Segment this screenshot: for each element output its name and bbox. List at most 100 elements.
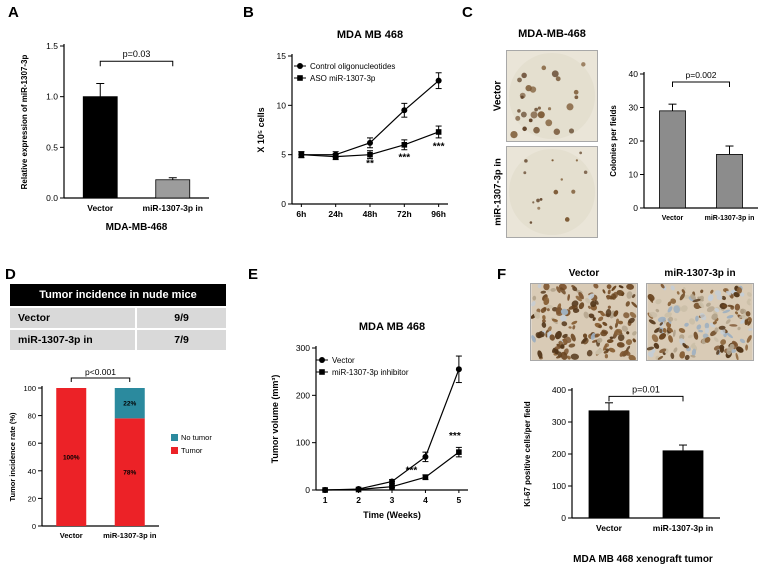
stacked-segment: [56, 388, 87, 526]
cell-blob: [608, 347, 616, 353]
cell-blob: [727, 304, 734, 308]
cell-blob: [600, 311, 606, 317]
cell-blob: [726, 332, 733, 339]
x-tick-label: Vector: [662, 215, 684, 222]
x-tick-label: miR-1307-3p in: [653, 523, 713, 533]
cell-blob: [655, 308, 660, 313]
y-axis-label: Relative expression of miR-1307-3p: [20, 55, 29, 190]
cell-blob: [604, 343, 610, 348]
cell-blob: [653, 327, 661, 333]
y-axis-label: Tumor incidence rate (%): [8, 412, 17, 502]
x-tick-label: 5: [457, 495, 462, 505]
colony-dot: [541, 65, 547, 71]
square-marker: [332, 153, 339, 160]
cell-blob: [655, 298, 662, 305]
x-axis-label: MDA-MB-468: [106, 222, 168, 233]
legend-swatch: [171, 447, 178, 454]
y-tick-label: 100: [23, 384, 36, 393]
y-tick-label: 400: [552, 385, 566, 395]
y-tick-label: 40: [28, 467, 36, 476]
cell-blob: [721, 295, 727, 301]
cell-blob: [670, 298, 677, 304]
legend-swatch: [171, 434, 178, 441]
cell-blob: [609, 336, 614, 340]
cell-blob: [745, 344, 748, 351]
circle-marker: [389, 478, 395, 485]
legend-label: Control oligonucleotides: [310, 62, 395, 71]
cell-blob: [657, 316, 666, 323]
panel-a-bar-chart: 0.0 0.5 1.0 1.5 Relative expression of miR-1…: [20, 41, 209, 233]
colony-dot: [553, 128, 561, 135]
y-axis-label: X 10⁵ cells: [256, 107, 266, 152]
panel-b-line-chart: 0 5 10 15 X 10⁵ cells MDA MB 468 6h 24h 48h 72h 96…: [256, 29, 448, 219]
cell-blob: [648, 319, 656, 325]
x-tick-label: 4: [423, 495, 428, 505]
cell-blob: [621, 325, 628, 332]
colony-dot: [523, 171, 527, 175]
colony-dot: [536, 198, 540, 203]
cell-blob: [670, 352, 675, 359]
cell-blob: [649, 297, 654, 303]
bar: [588, 410, 630, 519]
cell-blob: [546, 308, 550, 312]
table-cell-value: 7/9: [137, 330, 226, 350]
table-cell-label: Vector: [10, 308, 136, 328]
cell-blob: [582, 333, 588, 339]
cell-blob: [601, 329, 609, 335]
cell-blob: [555, 307, 563, 315]
cell-blob: [690, 354, 696, 358]
cell-blob: [619, 351, 625, 357]
significance-bracket: [672, 81, 730, 88]
panel-d-stacked-bar-chart: 0 20 40 60 80 100 Tumor incidence rate (%) 100%…: [8, 367, 212, 540]
cell-blob: [734, 303, 741, 311]
cell-blob: [626, 284, 635, 290]
cell-blob: [647, 346, 655, 351]
colony-dot: [555, 76, 561, 82]
cell-blob: [594, 334, 599, 338]
cell-blob: [591, 339, 598, 343]
cell-blob: [605, 308, 612, 318]
y-axis-label: Colonies per fields: [609, 105, 618, 177]
colony-dot: [520, 95, 524, 99]
cell-blob: [687, 334, 693, 339]
cell-blob: [696, 324, 702, 330]
y-axis-label: Tumor volume (mm³): [270, 375, 280, 464]
cell-blob: [623, 312, 630, 319]
colony-dot: [571, 189, 576, 194]
y-tick-label: 200: [552, 449, 566, 459]
legend-square-marker: [319, 369, 325, 375]
y-tick-label: 0: [305, 485, 310, 495]
y-tick-label: 0: [281, 199, 286, 209]
panel-letter-a: A: [8, 4, 19, 21]
cell-blob: [735, 352, 739, 360]
y-tick-label: 0: [561, 513, 566, 523]
cell-blob: [674, 318, 678, 321]
square-marker: [355, 486, 362, 493]
colony-dot: [581, 62, 586, 67]
cell-blob: [585, 297, 591, 304]
panel-f-image-label-mir: miR-1307-3p in: [664, 268, 736, 279]
cell-blob: [578, 292, 584, 300]
x-tick-label: miR-1307-3p in: [103, 531, 157, 540]
colony-dot: [528, 118, 533, 123]
cell-blob: [613, 310, 619, 317]
colony-dot: [532, 201, 535, 204]
colony-dot: [579, 151, 583, 155]
y-tick-label: 300: [296, 343, 310, 353]
cell-blob: [707, 294, 714, 302]
significance-label: p=0.01: [632, 384, 660, 394]
panel-letter-f: F: [497, 266, 507, 283]
y-tick-label: 30: [629, 103, 639, 113]
panel-letter-c: C: [462, 4, 473, 21]
cell-blob: [720, 328, 726, 335]
cell-blob: [735, 346, 744, 353]
cell-blob: [667, 301, 672, 307]
cell-blob: [673, 305, 680, 314]
legend-label: ASO miR-1307-3p: [310, 74, 376, 83]
x-tick-label: 96h: [431, 209, 446, 219]
cell-blob: [554, 346, 561, 350]
cell-blob: [736, 287, 742, 294]
cell-blob: [615, 318, 620, 325]
colony-dot: [564, 217, 570, 222]
